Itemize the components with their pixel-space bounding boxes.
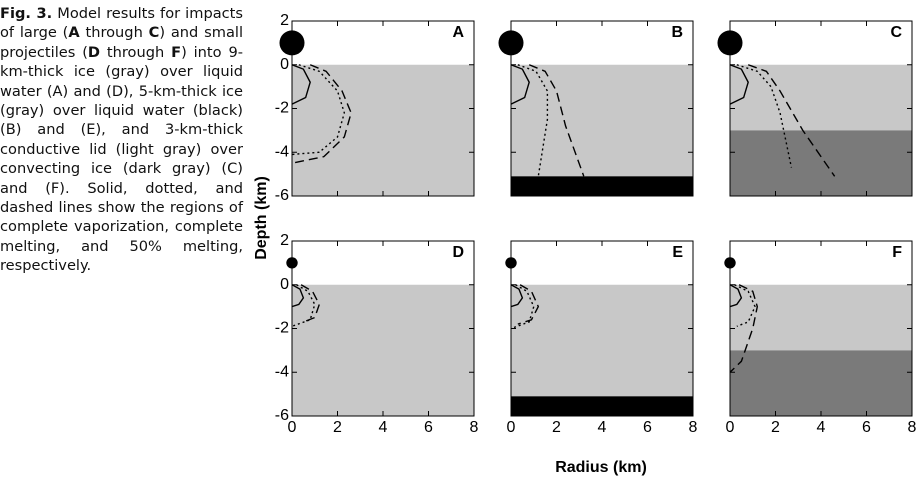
- boundary-line: [517, 284, 540, 325]
- y-tick-label: 2: [280, 232, 289, 249]
- y-tick-label: -6: [275, 407, 289, 424]
- plot-area: [292, 284, 474, 416]
- x-tick-label: 6: [643, 419, 652, 436]
- y-tick-label: 0: [280, 276, 289, 293]
- x-tick-label: 0: [507, 419, 516, 436]
- panel: -6 -4 -2 0 2 A: [275, 12, 475, 204]
- caption-text: A: [68, 24, 80, 42]
- plot-area: [511, 284, 693, 416]
- layer: [292, 64, 474, 196]
- panel: 0 2 4 6 8 -6 -4 -2 0 2 D: [275, 232, 479, 436]
- boundary-line: [734, 284, 756, 327]
- x-tick-label: 2: [552, 419, 561, 436]
- boundary-line: [511, 64, 530, 105]
- x-tick-label: 4: [379, 419, 388, 436]
- boundary-line: [730, 284, 759, 373]
- caption-text: ) into 9-km-thick ice (gray) over liquid…: [0, 43, 243, 275]
- caption-text: C: [148, 24, 160, 42]
- x-tick-label: 8: [908, 419, 917, 436]
- layer: [730, 350, 912, 416]
- layer: [730, 130, 912, 196]
- panel: 0 2 4 6 8 E: [505, 240, 698, 436]
- plot-area: [511, 64, 693, 196]
- boundary-line: [730, 64, 749, 105]
- x-tick-label: 8: [470, 419, 479, 436]
- x-axis-label: Radius (km): [555, 459, 647, 476]
- caption-text: D: [87, 43, 101, 61]
- layer: [730, 64, 912, 131]
- boundary-line: [292, 284, 316, 327]
- boundary-line: [511, 284, 524, 308]
- caption-text: through: [79, 24, 149, 42]
- y-tick-label: -2: [275, 100, 289, 117]
- panel: C: [717, 20, 913, 197]
- x-tick-label: 4: [817, 419, 826, 436]
- boundary-line: [300, 284, 321, 323]
- panel: B: [498, 20, 694, 197]
- caption-text: ) and small projectiles (: [0, 24, 243, 61]
- y-tick-label: 2: [280, 12, 289, 29]
- x-tick-label: 8: [689, 419, 698, 436]
- boundary-line: [292, 64, 352, 164]
- panel-label: C: [890, 24, 902, 41]
- panel-label: F: [892, 244, 902, 261]
- boundary-line: [292, 64, 346, 156]
- layer: [511, 284, 693, 397]
- boundary-line: [292, 64, 311, 105]
- panel: 0 2 4 6 8 F: [724, 240, 917, 436]
- y-tick-label: -2: [275, 320, 289, 337]
- boundary-line: [747, 64, 836, 177]
- panel-label: D: [452, 244, 464, 261]
- x-tick-label: 0: [726, 419, 735, 436]
- caption-text: Model results for impacts of large (: [0, 5, 244, 42]
- x-tick-label: 2: [333, 419, 342, 436]
- plot-area: [730, 284, 912, 416]
- x-tick-label: 2: [771, 419, 780, 436]
- y-tick-label: -6: [275, 187, 289, 204]
- caption-text: through: [100, 43, 172, 61]
- plot-area: [292, 64, 474, 196]
- boundary-line: [292, 284, 305, 308]
- layer: [730, 284, 912, 351]
- layer: [511, 64, 693, 177]
- x-tick-label: 0: [288, 419, 297, 436]
- panel-label: B: [671, 24, 683, 41]
- y-tick-label: 0: [280, 56, 289, 73]
- x-tick-label: 4: [598, 419, 607, 436]
- boundary-line: [730, 284, 743, 308]
- y-tick-label: -4: [275, 363, 289, 380]
- x-tick-label: 6: [424, 419, 433, 436]
- figure-caption: Fig. 3. Model results for impacts of lar…: [0, 4, 243, 276]
- panel-label: A: [452, 24, 464, 41]
- y-axis-label: Depth (km): [253, 176, 270, 260]
- plot-area: [730, 64, 912, 196]
- caption-text: Fig. 3.: [0, 5, 53, 22]
- layer: [292, 284, 474, 416]
- x-tick-label: 6: [862, 419, 871, 436]
- y-tick-label: -4: [275, 143, 289, 160]
- caption-text: F: [171, 43, 182, 61]
- panel-label: E: [672, 244, 683, 261]
